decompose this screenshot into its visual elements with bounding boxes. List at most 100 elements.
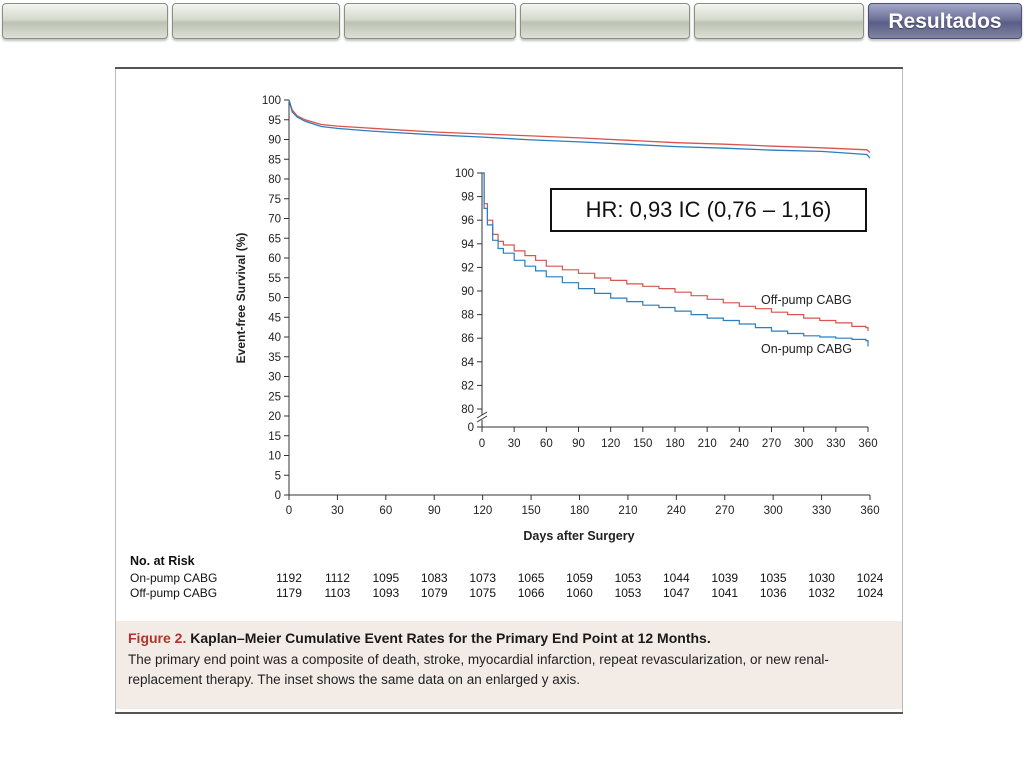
inset-axis-break-mark — [476, 411, 488, 419]
risk-value-off-pump: 1036 — [760, 586, 787, 600]
main-y-tick-label: 20 — [268, 411, 281, 423]
main-y-tick-label: 55 — [268, 273, 281, 285]
main-chart: 0 5 10 15 20 25 30 35 40 45 50 55 60 65 70 75 80 85 90 95 10… — [262, 95, 880, 517]
main-y-tick-label: 50 — [268, 293, 281, 305]
main-x-tick-label: 240 — [667, 505, 686, 517]
nav-tab-4[interactable] — [520, 3, 690, 39]
risk-value-on-pump: 1112 — [325, 571, 350, 585]
nav-tab-5[interactable] — [694, 3, 864, 39]
risk-value-on-pump: 1024 — [857, 571, 884, 585]
figure-frame — [115, 67, 903, 714]
main-x-tick-label: 270 — [715, 505, 734, 517]
main-x-tick-label: 150 — [521, 505, 540, 517]
risk-value-off-pump: 1024 — [857, 586, 884, 600]
inset-y-tick-label: 94 — [461, 239, 474, 251]
main-y-tick-label: 5 — [275, 470, 281, 482]
inset-y-tick-label: 80 — [461, 404, 474, 416]
risk-value-off-pump: 1047 — [663, 586, 690, 600]
main-x-tick-label: 30 — [331, 505, 344, 517]
main-y-tick-label: 15 — [268, 431, 281, 443]
risk-value-off-pump: 1066 — [518, 586, 545, 600]
inset-x-tick-label: 90 — [572, 438, 585, 450]
figure-label: Figure 2. — [128, 630, 187, 646]
inset-x-tick-label: 330 — [826, 438, 845, 450]
inset-x-tick-label: 60 — [540, 438, 553, 450]
main-y-tick-label: 100 — [262, 95, 281, 107]
risk-value-on-pump: 1053 — [615, 571, 642, 585]
main-series-on-pump — [288, 99, 871, 159]
frame-left-edge — [115, 69, 116, 712]
risk-value-on-pump: 1035 — [760, 571, 787, 585]
inset-x-tick-label: 180 — [665, 438, 684, 450]
risk-value-off-pump: 1053 — [615, 586, 642, 600]
inset-x-tick-label: 150 — [633, 438, 652, 450]
inset-y-tick-label: 86 — [461, 333, 474, 345]
risk-value-off-pump: 1075 — [469, 586, 496, 600]
risk-value-off-pump: 1079 — [421, 586, 448, 600]
risk-table-title: No. at Risk — [130, 554, 195, 568]
hazard-ratio-annotation: HR: 0,93 IC (0,76 – 1,16) — [550, 188, 867, 232]
main-y-axis-label: Event-free Survival (%) — [234, 233, 248, 364]
main-y-tick-label: 45 — [268, 312, 281, 324]
inset-series-on-pump — [482, 172, 869, 347]
inset-y-tick-label: 90 — [461, 286, 474, 298]
caption-title-line: Figure 2. Kaplan–Meier Cumulative Event … — [128, 630, 890, 646]
risk-value-on-pump: 1039 — [711, 571, 738, 585]
main-x-tick-label: 60 — [379, 505, 392, 517]
inset-y-tick-label: 88 — [461, 310, 474, 322]
main-series-off-pump — [288, 99, 871, 153]
main-y-tick-label: 80 — [268, 174, 281, 186]
main-x-tick-label: 180 — [570, 505, 589, 517]
inset-y-tick-label: 82 — [461, 380, 474, 392]
risk-row-on-pump-label: On-pump CABG — [130, 571, 217, 585]
figure-caption: Figure 2. Kaplan–Meier Cumulative Event … — [116, 621, 902, 709]
inset-axis-break-mark — [476, 415, 488, 423]
risk-value-on-pump: 1065 — [518, 571, 545, 585]
risk-value-on-pump: 1192 — [276, 571, 302, 585]
risk-value-off-pump: 1093 — [372, 586, 399, 600]
risk-value-off-pump: 1032 — [808, 586, 835, 600]
main-y-tick-label: 0 — [275, 490, 281, 502]
risk-value-on-pump: 1073 — [469, 571, 496, 585]
nav-tab-bar: Resultados — [0, 0, 1024, 44]
inset-y-tick-label: 92 — [461, 262, 474, 274]
inset-x-tick-label: 30 — [508, 438, 521, 450]
inset-x-tick-label: 0 — [479, 438, 485, 450]
risk-value-on-pump: 1083 — [421, 571, 448, 585]
nav-tab-resultados[interactable]: Resultados — [868, 3, 1022, 39]
risk-value-off-pump: 1060 — [566, 586, 593, 600]
risk-value-on-pump: 1095 — [372, 571, 399, 585]
main-x-axis-label: Days after Surgery — [523, 529, 634, 543]
main-x-tick-label: 300 — [764, 505, 783, 517]
main-y-tick-label: 95 — [268, 115, 281, 127]
main-x-tick-label: 330 — [812, 505, 831, 517]
main-y-tick-label: 25 — [268, 391, 281, 403]
inset-x-tick-label: 210 — [698, 438, 717, 450]
main-y-tick-label: 70 — [268, 214, 281, 226]
inset-legend-on-pump: On-pump CABG — [761, 342, 852, 356]
nav-tab-3[interactable] — [344, 3, 516, 39]
inset-series-off-pump — [482, 172, 869, 332]
main-y-tick-label: 10 — [268, 451, 281, 463]
inset-x-tick-label: 120 — [601, 438, 620, 450]
risk-value-off-pump: 1041 — [711, 586, 738, 600]
main-x-tick-label: 210 — [618, 505, 637, 517]
inset-y-tick-label: 100 — [455, 168, 474, 180]
risk-value-on-pump: 1059 — [566, 571, 593, 585]
risk-row-off-pump-label: Off-pump CABG — [130, 586, 217, 600]
inset-y-tick-label: 96 — [461, 215, 474, 227]
inset-x-tick-label: 270 — [762, 438, 781, 450]
main-x-tick-label: 360 — [860, 505, 879, 517]
main-x-tick-label: 0 — [286, 505, 292, 517]
nav-tab-1[interactable] — [2, 3, 168, 39]
frame-right-edge — [902, 69, 903, 712]
main-y-tick-label: 90 — [268, 135, 281, 147]
main-x-tick-label: 120 — [473, 505, 492, 517]
nav-tab-2[interactable] — [172, 3, 340, 39]
main-y-tick-label: 40 — [268, 332, 281, 344]
inset-x-tick-label: 360 — [858, 438, 877, 450]
main-y-tick-label: 85 — [268, 154, 281, 166]
risk-value-on-pump: 1030 — [808, 571, 835, 585]
risk-value-off-pump: 1103 — [325, 586, 351, 600]
